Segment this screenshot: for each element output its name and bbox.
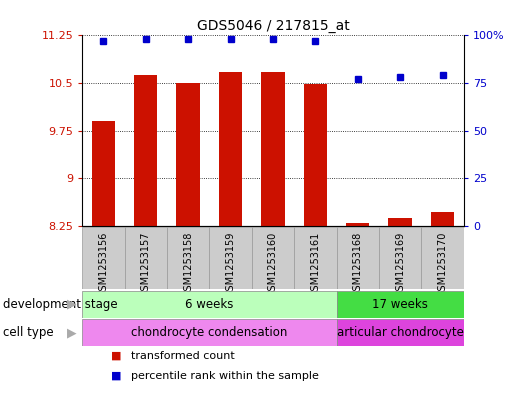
Bar (167, 227, 209, 289)
Text: GSM1253161: GSM1253161 (311, 232, 320, 297)
Text: ▶: ▶ (67, 298, 77, 311)
Text: transformed count: transformed count (131, 351, 235, 361)
Text: GSM1253169: GSM1253169 (395, 232, 405, 297)
Bar (346, 223, 369, 226)
Bar (252, 227, 294, 289)
Text: cell type: cell type (3, 326, 54, 339)
Bar (337, 227, 379, 289)
Bar (261, 72, 285, 226)
Bar (209, 227, 252, 289)
Bar (431, 212, 454, 226)
Text: 17 weeks: 17 weeks (372, 298, 428, 311)
Bar (304, 84, 327, 226)
Title: GDS5046 / 217815_at: GDS5046 / 217815_at (197, 19, 349, 33)
Bar (219, 72, 242, 226)
Bar (176, 83, 200, 226)
Bar (421, 227, 464, 289)
Bar (125, 227, 167, 289)
Text: GSM1253159: GSM1253159 (226, 232, 235, 297)
Bar (379, 227, 421, 289)
Text: ▶: ▶ (67, 326, 77, 339)
Text: GSM1253168: GSM1253168 (353, 232, 363, 297)
Text: GSM1253157: GSM1253157 (141, 232, 151, 297)
Bar (82, 291, 337, 318)
Text: GSM1253170: GSM1253170 (438, 232, 447, 297)
Text: percentile rank within the sample: percentile rank within the sample (131, 371, 319, 381)
Bar (134, 75, 157, 226)
Text: ■: ■ (111, 371, 122, 381)
Text: GSM1253156: GSM1253156 (99, 232, 108, 297)
Text: GSM1253160: GSM1253160 (268, 232, 278, 297)
Bar (82, 319, 337, 346)
Bar (92, 121, 115, 226)
Text: 6 weeks: 6 weeks (185, 298, 234, 311)
Bar (337, 291, 464, 318)
Text: ■: ■ (111, 351, 122, 361)
Bar (337, 319, 464, 346)
Text: chondrocyte condensation: chondrocyte condensation (131, 326, 288, 339)
Text: articular chondrocyte: articular chondrocyte (337, 326, 464, 339)
Bar (294, 227, 337, 289)
Text: development stage: development stage (3, 298, 117, 311)
Bar (388, 218, 412, 226)
Bar (82, 227, 125, 289)
Text: GSM1253158: GSM1253158 (183, 232, 193, 297)
